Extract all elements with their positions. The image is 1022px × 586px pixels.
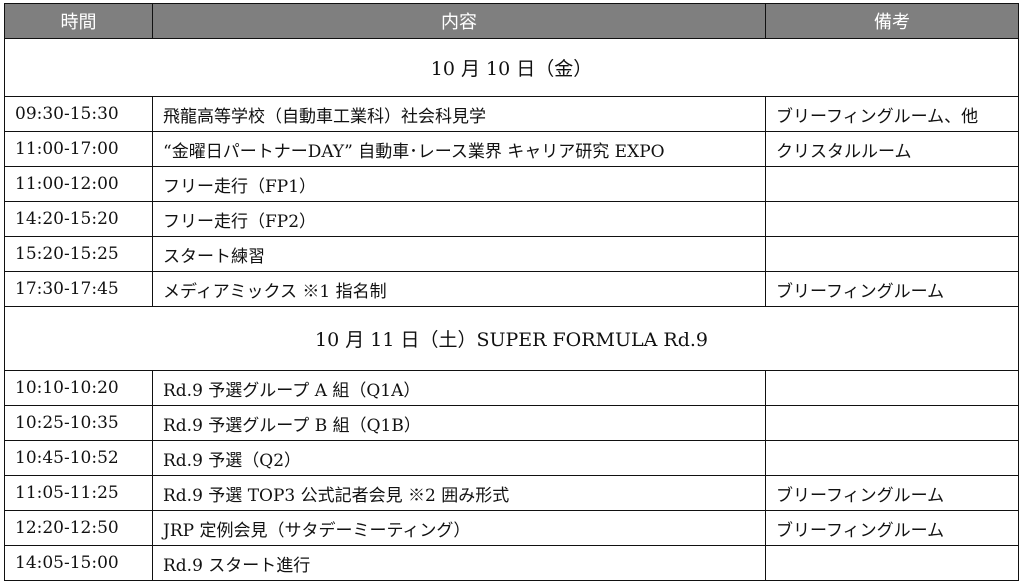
cell-time: 11:00-17:00 [4,131,153,167]
cell-content: “金曜日パートナーDAY” 自動車･レース業界 キャリア研究 EXPO [152,131,766,167]
cell-notes: ブリーフィングルーム [765,475,1019,511]
table-row: 15:20-15:25 スタート練習 [4,236,1019,272]
cell-notes [765,440,1019,476]
cell-content: Rd.9 予選グループ A 組（Q1A） [152,370,766,406]
cell-notes [765,545,1019,581]
header-notes: 備考 [765,3,1019,39]
cell-time: 14:05-15:00 [4,545,153,581]
cell-time: 14:20-15:20 [4,201,153,237]
cell-time: 10:10-10:20 [4,370,153,406]
date-row: 10 月 10 日（金） [4,38,1019,97]
cell-content: Rd.9 スタート進行 [152,545,766,581]
header-time: 時間 [4,3,153,39]
cell-notes: クリスタルルーム [765,131,1019,167]
table-row: 12:20-12:50 JRP 定例会見（サタデーミーティング） ブリーフィングルー… [4,510,1019,546]
cell-notes: ブリーフィングルーム [765,271,1019,307]
cell-time: 11:00-12:00 [4,166,153,202]
cell-content: メディアミックス ※1 指名制 [152,271,766,307]
cell-notes [765,236,1019,272]
cell-content: スタート練習 [152,236,766,272]
cell-time: 15:20-15:25 [4,236,153,272]
table-row: 17:30-17:45 メディアミックス ※1 指名制 ブリーフィングルーム [4,271,1019,307]
table-row: 09:30-15:30 飛龍高等学校（自動車工業科）社会科見学 ブリーフィングルーム… [4,96,1019,132]
table-row: 10:25-10:35 Rd.9 予選グループ B 組（Q1B） [4,405,1019,441]
cell-time: 10:25-10:35 [4,405,153,441]
table-row: 10:10-10:20 Rd.9 予選グループ A 組（Q1A） [4,370,1019,406]
cell-time: 12:20-12:50 [4,510,153,546]
table-row: 10:45-10:52 Rd.9 予選（Q2） [4,440,1019,476]
cell-content: Rd.9 予選 TOP3 公式記者会見 ※2 囲み形式 [152,475,766,511]
date-heading: 10 月 11 日（土）SUPER FORMULA Rd.9 [4,306,1019,371]
cell-content: Rd.9 予選（Q2） [152,440,766,476]
header-content: 内容 [152,3,766,39]
table-row: 11:00-12:00 フリー走行（FP1） [4,166,1019,202]
schedule-table: 時間 内容 備考 10 月 10 日（金） 09:30-15:30 飛龍高等学校（自… [4,3,1019,581]
table-row: 11:00-17:00 “金曜日パートナーDAY” 自動車･レース業界 キャリア研… [4,131,1019,167]
cell-time: 11:05-11:25 [4,475,153,511]
table-row: 14:20-15:20 フリー走行（FP2） [4,201,1019,237]
cell-content: フリー走行（FP1） [152,166,766,202]
cell-content: 飛龍高等学校（自動車工業科）社会科見学 [152,96,766,132]
cell-time: 10:45-10:52 [4,440,153,476]
cell-notes [765,370,1019,406]
cell-content: フリー走行（FP2） [152,201,766,237]
cell-notes [765,201,1019,237]
cell-content: Rd.9 予選グループ B 組（Q1B） [152,405,766,441]
date-row: 10 月 11 日（土）SUPER FORMULA Rd.9 [4,306,1019,371]
table-row: 14:05-15:00 Rd.9 スタート進行 [4,545,1019,581]
cell-notes [765,166,1019,202]
cell-notes: ブリーフィングルーム、他 [765,96,1019,132]
table-row: 11:05-11:25 Rd.9 予選 TOP3 公式記者会見 ※2 囲み形式 ブリ… [4,475,1019,511]
cell-notes [765,405,1019,441]
cell-content: JRP 定例会見（サタデーミーティング） [152,510,766,546]
cell-time: 09:30-15:30 [4,96,153,132]
date-heading: 10 月 10 日（金） [4,38,1019,97]
header-row: 時間 内容 備考 [4,3,1019,39]
cell-notes: ブリーフィングルーム [765,510,1019,546]
cell-time: 17:30-17:45 [4,271,153,307]
